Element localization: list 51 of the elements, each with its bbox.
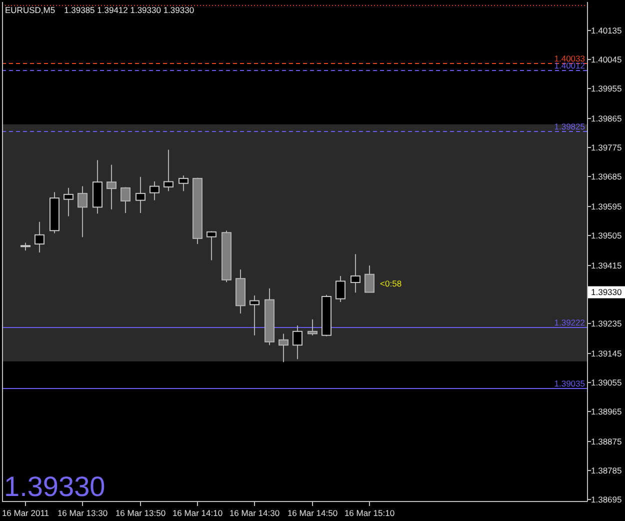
- chart-subtitle: 1.39385 1.39412 1.39330 1.39330: [64, 5, 194, 15]
- y-tick-label: 1.38695: [591, 494, 622, 504]
- candlestick: [336, 275, 346, 303]
- y-tick-label: 1.39955: [591, 83, 622, 94]
- y-tick-label: 1.40135: [591, 25, 622, 36]
- y-tick-label: 1.39775: [591, 142, 622, 152]
- candlestick: [278, 333, 288, 363]
- candlestick: [350, 254, 360, 294]
- annotation: 1.39330: [4, 471, 106, 502]
- candlestick: [106, 164, 116, 210]
- annotation: <0:58: [380, 278, 402, 288]
- y-tick-label: 1.39865: [591, 113, 622, 124]
- y-tick-label: 1.39235: [591, 318, 622, 328]
- candlestick: [34, 221, 44, 253]
- y-tick-label: 1.39505: [591, 230, 622, 240]
- y-tick-label: 1.40045: [591, 54, 622, 64]
- y-tick-label: 1.38875: [591, 436, 622, 446]
- chart-title: EURUSD,M5: [5, 5, 56, 15]
- candlestick: [206, 230, 216, 261]
- y-tick-label: 1.39685: [591, 171, 622, 182]
- candlestick: [292, 325, 302, 360]
- y-tick-label: 1.39145: [591, 348, 622, 358]
- annotation: 1.39330: [591, 287, 622, 298]
- y-tick-label: 1.38965: [591, 406, 622, 416]
- x-tick-label: 16 Mar 13:50: [115, 508, 166, 518]
- candlestick: [164, 149, 174, 192]
- y-tick-label: 1.38785: [591, 465, 622, 476]
- candlestick: [178, 175, 188, 192]
- y-tick-label: 1.39595: [591, 201, 622, 212]
- candlestick: [364, 265, 374, 293]
- y-tick-label: 1.39055: [591, 377, 622, 388]
- candlestick: [308, 318, 318, 336]
- ref-line-label: 1.40033: [554, 54, 586, 64]
- candlestick: [136, 176, 146, 214]
- x-tick-label: 16 Mar 13:30: [57, 508, 108, 518]
- candlestick: [250, 295, 260, 336]
- price-box: 1.39330: [588, 286, 625, 298]
- candlestick: [120, 186, 130, 214]
- candlestick: [78, 186, 88, 238]
- candlestick: [150, 180, 160, 201]
- x-tick-label: 16 Mar 14:30: [229, 508, 280, 518]
- x-tick-label: 16 Mar 15:10: [344, 508, 395, 518]
- x-tick-label: 16 Mar 14:10: [172, 508, 223, 518]
- candlestick: [64, 187, 74, 217]
- ref-line-label: 1.39035: [554, 378, 586, 388]
- x-tick-label: 16 Mar 2011: [2, 508, 50, 518]
- y-tick-label: 1.39415: [591, 260, 622, 270]
- ref-line-label: 1.39222: [554, 318, 586, 328]
- ref-line-label: 1.40012: [554, 60, 586, 70]
- x-tick-label: 16 Mar 14:50: [287, 508, 338, 518]
- ref-line-label: 1.39825: [554, 122, 586, 132]
